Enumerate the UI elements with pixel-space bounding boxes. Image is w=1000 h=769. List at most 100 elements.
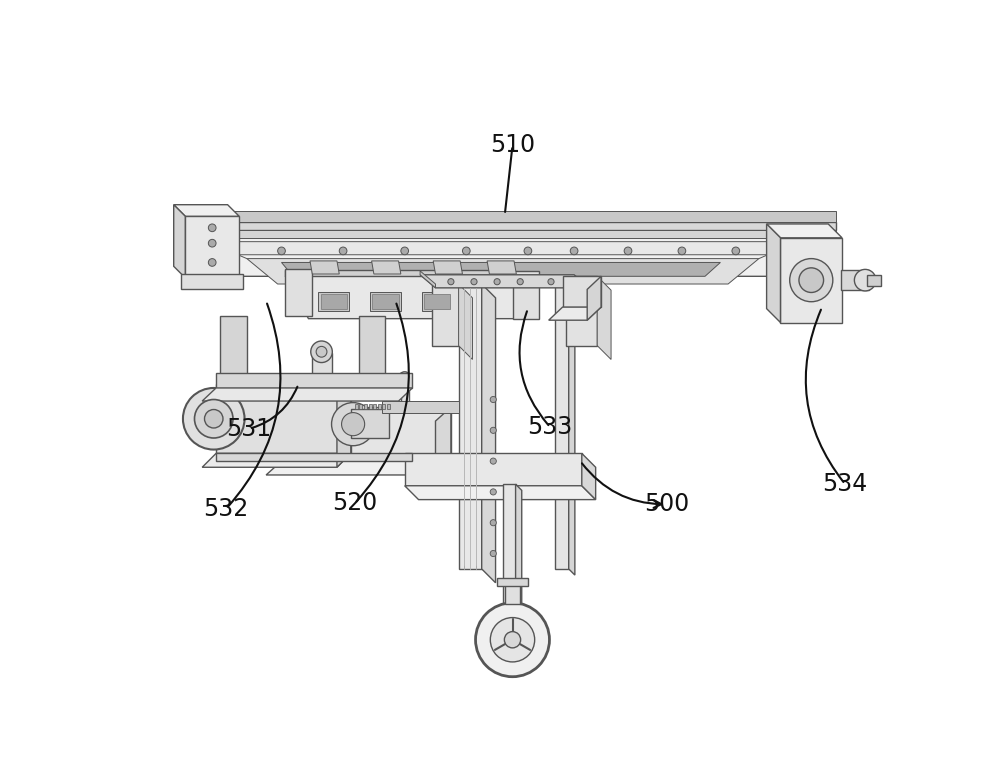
Circle shape <box>490 397 496 403</box>
Circle shape <box>194 400 233 438</box>
Polygon shape <box>216 372 412 388</box>
Circle shape <box>471 278 477 285</box>
Circle shape <box>854 269 876 291</box>
Polygon shape <box>512 271 539 318</box>
Polygon shape <box>597 276 611 359</box>
Polygon shape <box>201 241 817 255</box>
Circle shape <box>799 268 824 292</box>
Polygon shape <box>189 230 836 238</box>
Polygon shape <box>202 454 351 468</box>
Circle shape <box>490 489 496 495</box>
Polygon shape <box>285 276 536 318</box>
Polygon shape <box>433 261 462 274</box>
Polygon shape <box>549 307 601 320</box>
Circle shape <box>490 618 535 662</box>
Polygon shape <box>582 454 596 500</box>
Polygon shape <box>321 294 347 308</box>
Polygon shape <box>459 284 472 359</box>
Polygon shape <box>202 388 412 401</box>
Circle shape <box>332 403 375 446</box>
Polygon shape <box>358 316 385 376</box>
Circle shape <box>504 631 521 647</box>
Circle shape <box>494 278 500 285</box>
Circle shape <box>490 458 496 464</box>
Polygon shape <box>780 238 842 322</box>
Polygon shape <box>767 224 780 322</box>
Text: 500: 500 <box>644 492 689 516</box>
Polygon shape <box>767 224 842 238</box>
Polygon shape <box>566 276 597 345</box>
Circle shape <box>205 410 223 428</box>
Polygon shape <box>401 376 409 408</box>
Polygon shape <box>587 276 601 320</box>
Polygon shape <box>378 404 381 409</box>
Circle shape <box>790 258 833 301</box>
Circle shape <box>231 247 239 255</box>
Circle shape <box>401 247 409 255</box>
Circle shape <box>490 520 496 526</box>
Text: 531: 531 <box>227 417 272 441</box>
Polygon shape <box>372 294 399 308</box>
Polygon shape <box>497 578 528 586</box>
Polygon shape <box>432 284 459 345</box>
Circle shape <box>524 247 532 255</box>
Circle shape <box>517 278 523 285</box>
Polygon shape <box>420 275 590 288</box>
Polygon shape <box>318 291 349 311</box>
Polygon shape <box>382 401 459 414</box>
Polygon shape <box>247 258 759 284</box>
Polygon shape <box>282 262 720 276</box>
Polygon shape <box>189 222 836 230</box>
Polygon shape <box>351 409 389 438</box>
Polygon shape <box>359 404 362 409</box>
Circle shape <box>508 618 517 628</box>
Circle shape <box>316 346 327 357</box>
Circle shape <box>311 341 332 362</box>
Polygon shape <box>382 404 385 409</box>
Polygon shape <box>482 284 496 583</box>
Polygon shape <box>563 276 601 307</box>
Circle shape <box>208 258 216 266</box>
Text: 534: 534 <box>823 472 868 496</box>
Polygon shape <box>569 284 575 575</box>
Polygon shape <box>420 271 436 288</box>
Circle shape <box>570 247 578 255</box>
Polygon shape <box>312 353 332 388</box>
Polygon shape <box>459 284 482 569</box>
Polygon shape <box>174 205 185 278</box>
Polygon shape <box>387 404 390 409</box>
Text: 510: 510 <box>490 133 535 158</box>
Polygon shape <box>355 404 358 409</box>
Circle shape <box>678 247 686 255</box>
Polygon shape <box>174 205 239 216</box>
Circle shape <box>462 247 470 255</box>
Text: 520: 520 <box>332 491 377 515</box>
Polygon shape <box>285 270 512 276</box>
Text: 533: 533 <box>528 415 573 439</box>
Polygon shape <box>370 291 401 311</box>
Circle shape <box>399 371 411 384</box>
Polygon shape <box>266 461 451 475</box>
Polygon shape <box>405 454 582 486</box>
Circle shape <box>548 278 554 285</box>
Circle shape <box>624 247 632 255</box>
Circle shape <box>490 551 496 557</box>
Polygon shape <box>310 261 339 274</box>
Polygon shape <box>216 454 412 461</box>
Circle shape <box>782 247 790 255</box>
Circle shape <box>503 614 522 632</box>
Polygon shape <box>189 230 836 276</box>
Polygon shape <box>285 268 312 316</box>
Circle shape <box>339 247 347 255</box>
Polygon shape <box>364 404 367 409</box>
Polygon shape <box>372 261 401 274</box>
Polygon shape <box>216 384 351 454</box>
Polygon shape <box>181 274 243 289</box>
Polygon shape <box>189 211 836 222</box>
Circle shape <box>208 224 216 231</box>
Polygon shape <box>337 384 351 468</box>
Polygon shape <box>867 275 881 285</box>
Polygon shape <box>505 584 520 604</box>
Circle shape <box>208 239 216 247</box>
Text: 532: 532 <box>203 497 249 521</box>
